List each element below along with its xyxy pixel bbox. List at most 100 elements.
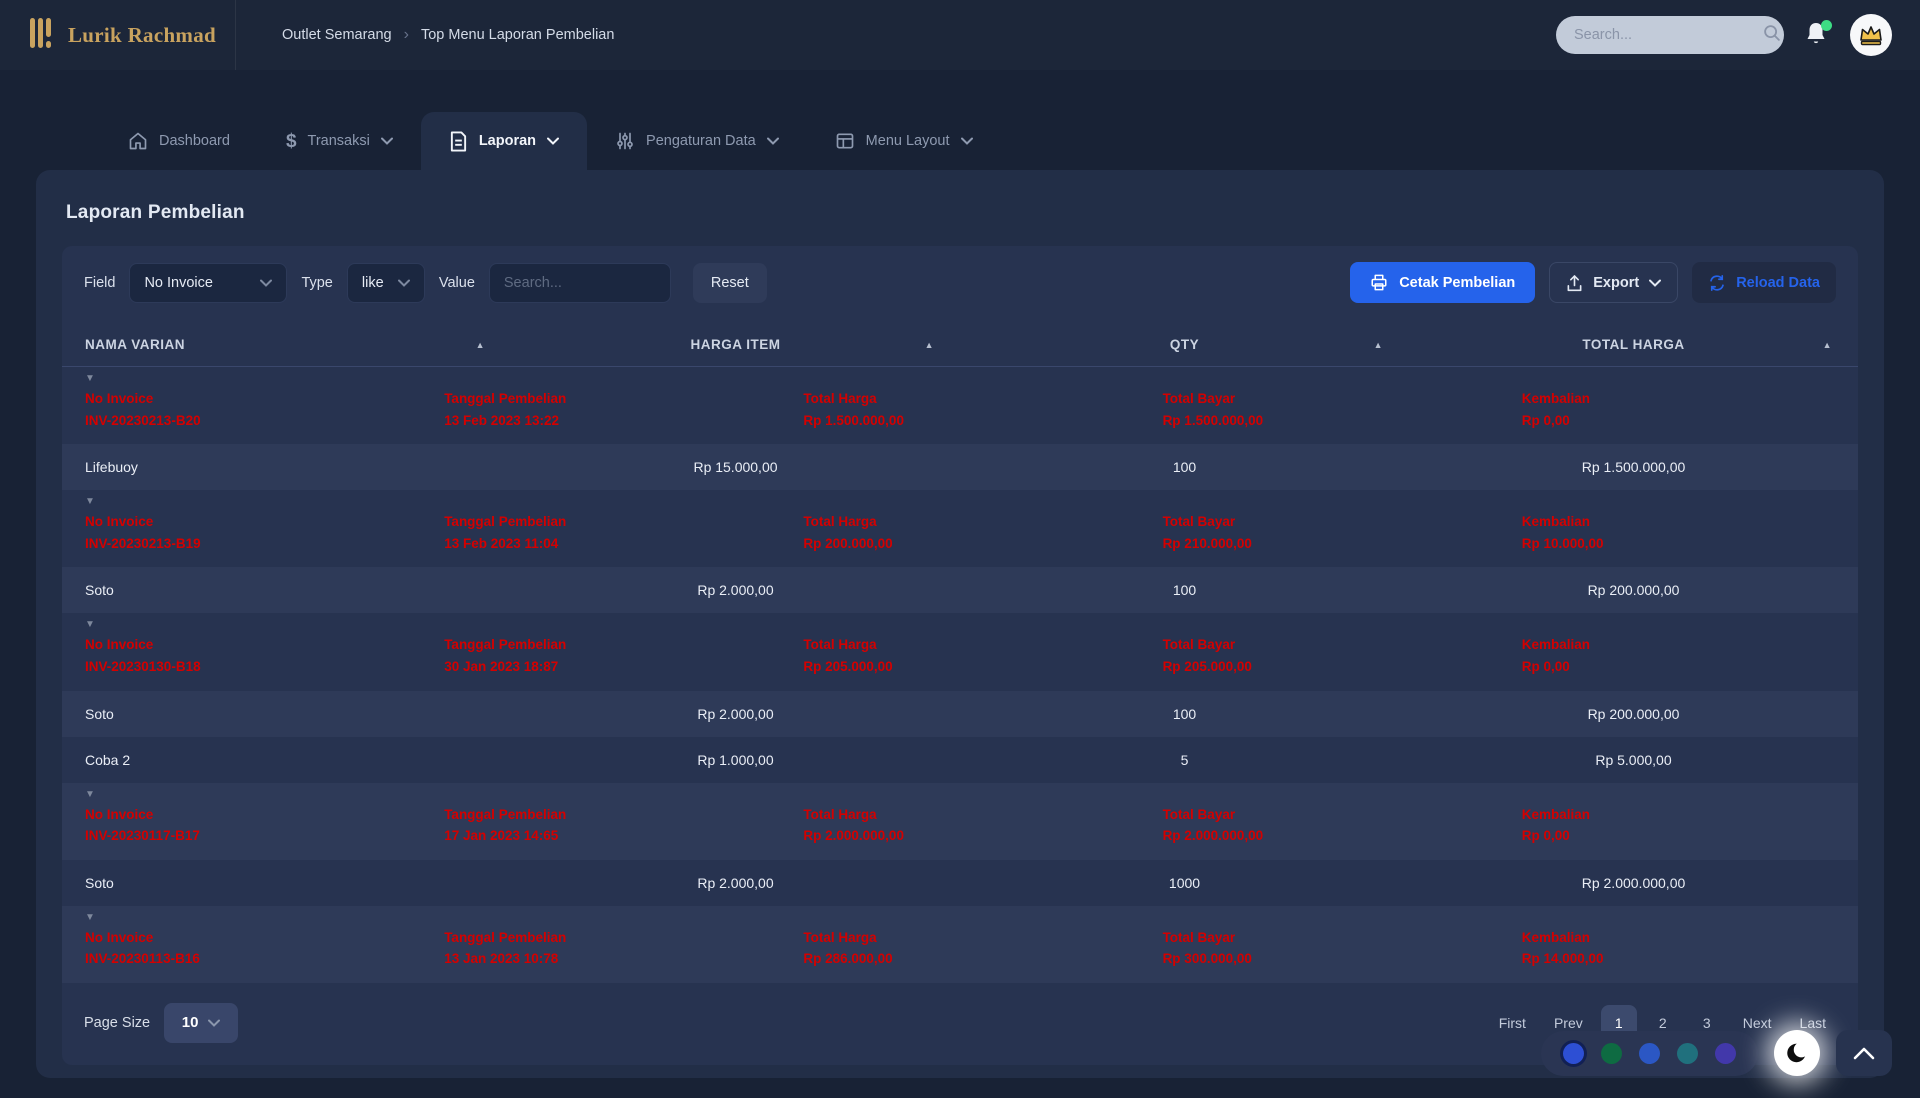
kembalian: Rp 0,00 (1521, 412, 1570, 428)
report-actions: Cetak Pembelian Export (1350, 262, 1836, 303)
document-icon (450, 131, 466, 151)
reload-data-button[interactable]: Reload Data (1692, 262, 1836, 303)
page-size: Page Size 10 (84, 1002, 239, 1043)
cell-nama-varian: Soto (85, 705, 114, 722)
invoice-group-row[interactable]: ▼ No Invoice INV-20230213-B20 Tanggal Pem… (62, 367, 1858, 444)
user-avatar[interactable] (1850, 14, 1892, 56)
value-input[interactable] (503, 274, 656, 291)
tab-menu-layout[interactable]: Menu Layout (807, 112, 1001, 170)
type-select[interactable]: like (346, 262, 425, 303)
tab-dashboard[interactable]: Dashboard (100, 112, 258, 170)
page-button-3[interactable]: 3 (1702, 1014, 1711, 1031)
collapse-icon[interactable]: ▼ (85, 496, 95, 508)
dark-mode-toggle[interactable] (1774, 1030, 1820, 1076)
column-header-nama-varian[interactable]: NAMA VARIAN ▲ (62, 337, 511, 352)
cell-qty: 100 (1172, 705, 1197, 722)
invoice-number: INV-20230213-B19 (85, 535, 201, 551)
theme-dot-royal[interactable] (1639, 1042, 1660, 1064)
tab-label: Menu Layout (865, 133, 950, 149)
theme-dot-teal[interactable] (1677, 1042, 1698, 1064)
cell-total-harga: Rp 200.000,00 (1587, 705, 1680, 722)
table-row[interactable]: Soto Rp 2.000,00 1000 Rp 2.000.000,00 (62, 860, 1858, 906)
last-page-button[interactable]: Last (1790, 1007, 1836, 1039)
tab-pengaturan-data[interactable]: Pengaturan Data (587, 112, 807, 170)
search-icon[interactable] (1761, 22, 1783, 49)
page-size-value: 10 (181, 1014, 199, 1032)
purchase-date: 13 Feb 2023 13:22 (444, 412, 560, 428)
cell-qty: 1000 (1168, 874, 1201, 891)
field-select[interactable]: No Invoice (129, 262, 288, 303)
export-icon (1567, 274, 1582, 291)
cell-qty: 100 (1172, 582, 1197, 599)
theme-dot-purple[interactable] (1715, 1042, 1736, 1064)
column-header-qty[interactable]: QTY ▲ (960, 337, 1409, 352)
main-card: Laporan Pembelian Field No Invoice Type … (36, 170, 1884, 1078)
next-page-button[interactable]: Next (1733, 1007, 1782, 1039)
type-select-value: like (361, 274, 384, 291)
page-button-2[interactable]: 2 (1658, 1014, 1667, 1031)
sort-asc-icon[interactable]: ▲ (924, 339, 934, 350)
table-row[interactable]: Soto Rp 2.000,00 100 Rp 200.000,00 (62, 567, 1858, 614)
field-select-value: No Invoice (144, 274, 213, 291)
prev-page-button[interactable]: Prev (1544, 1007, 1593, 1039)
column-header-harga-item[interactable]: HARGA ITEM ▲ (511, 337, 960, 352)
first-page-button[interactable]: First (1489, 1007, 1536, 1039)
pagination-bar: Page Size 10 First Prev 1 2 3 Next La (62, 983, 1858, 1065)
global-search-input[interactable] (1574, 27, 1761, 43)
reset-button[interactable]: Reset (692, 262, 767, 303)
group-label: No Invoice (85, 929, 154, 945)
total-bayar: Rp 1.500.000,00 (1162, 412, 1264, 428)
breadcrumb-item-outlet[interactable]: Outlet Semarang (282, 27, 392, 43)
notification-badge (1821, 20, 1832, 31)
collapse-icon[interactable]: ▼ (85, 373, 95, 384)
column-header-total-harga[interactable]: TOTAL HARGA ▲ (1409, 337, 1858, 352)
invoice-group-row[interactable]: ▼ No Invoice INV-20230113-B16 Tanggal Pem… (62, 905, 1858, 983)
export-label: Export (1593, 274, 1640, 291)
column-header-label: HARGA ITEM (690, 337, 781, 352)
moon-icon (1787, 1042, 1809, 1063)
invoice-group-row[interactable]: ▼ No Invoice INV-20230213-B19 Tanggal Pem… (62, 490, 1858, 567)
collapse-icon[interactable]: ▼ (85, 619, 95, 631)
tab-laporan[interactable]: Laporan (420, 112, 588, 170)
collapse-icon[interactable]: ▼ (85, 911, 95, 923)
export-button[interactable]: Export (1549, 262, 1679, 303)
invoice-group-row[interactable]: ▼ No Invoice INV-20230130-B18 Tanggal Pem… (62, 613, 1858, 690)
chevron-down-icon (766, 137, 779, 145)
column-header-label: QTY (1169, 337, 1200, 352)
table-row[interactable]: Lifebuoy Rp 15.000,00 100 Rp 1.500.000,0… (62, 444, 1858, 491)
sort-asc-icon[interactable]: ▲ (1822, 339, 1832, 350)
table-header-row: NAMA VARIAN ▲ HARGA ITEM ▲ QTY ▲ TOTAL H… (62, 323, 1858, 367)
breadcrumb-item-page: Top Menu Laporan Pembelian (420, 27, 615, 43)
notifications-button[interactable] (1804, 20, 1832, 49)
theme-dot-blue[interactable] (1563, 1042, 1584, 1064)
invoice-number: INV-20230117-B17 (85, 828, 200, 844)
table-row[interactable]: Soto Rp 2.000,00 100 Rp 200.000,00 (62, 690, 1858, 737)
sort-asc-icon[interactable]: ▲ (475, 339, 485, 350)
page-size-select[interactable]: 10 (164, 1002, 239, 1043)
invoice-group-row[interactable]: ▼ No Invoice INV-20230117-B17 Tanggal Pem… (62, 782, 1858, 860)
collapse-icon[interactable]: ▼ (85, 788, 95, 800)
total-harga: Rp 205.000,00 (803, 658, 893, 674)
total-harga: Rp 1.500.000,00 (803, 412, 904, 428)
main-nav: Dashboard $ Transaksi Laporan (0, 70, 1920, 170)
group-label: Total Harga (803, 637, 877, 653)
group-label: Tanggal Pembelian (444, 391, 567, 406)
group-label: No Invoice (85, 391, 154, 406)
group-label: Total Harga (803, 806, 877, 822)
theme-dot-green[interactable] (1601, 1042, 1622, 1064)
brand-logo-icon (30, 16, 54, 55)
chevron-down-icon (960, 137, 973, 145)
tab-transaksi[interactable]: $ Transaksi (258, 112, 421, 170)
scroll-to-top-button[interactable] (1836, 1030, 1892, 1076)
floating-controls (1541, 1030, 1892, 1076)
brand[interactable]: Lurik Rachmad (0, 0, 236, 70)
cetak-pembelian-button[interactable]: Cetak Pembelian (1350, 262, 1536, 303)
refresh-icon (1710, 274, 1725, 291)
table-row[interactable]: Coba 2 Rp 1.000,00 5 Rp 5.000,00 (62, 737, 1858, 783)
report-panel: Field No Invoice Type like Value (62, 246, 1858, 1065)
group-label: Total Bayar (1162, 514, 1236, 530)
layout-icon (836, 133, 854, 149)
column-header-label: NAMA VARIAN (85, 337, 185, 352)
tab-label: Dashboard (159, 133, 230, 149)
sort-asc-icon[interactable]: ▲ (1373, 339, 1383, 350)
